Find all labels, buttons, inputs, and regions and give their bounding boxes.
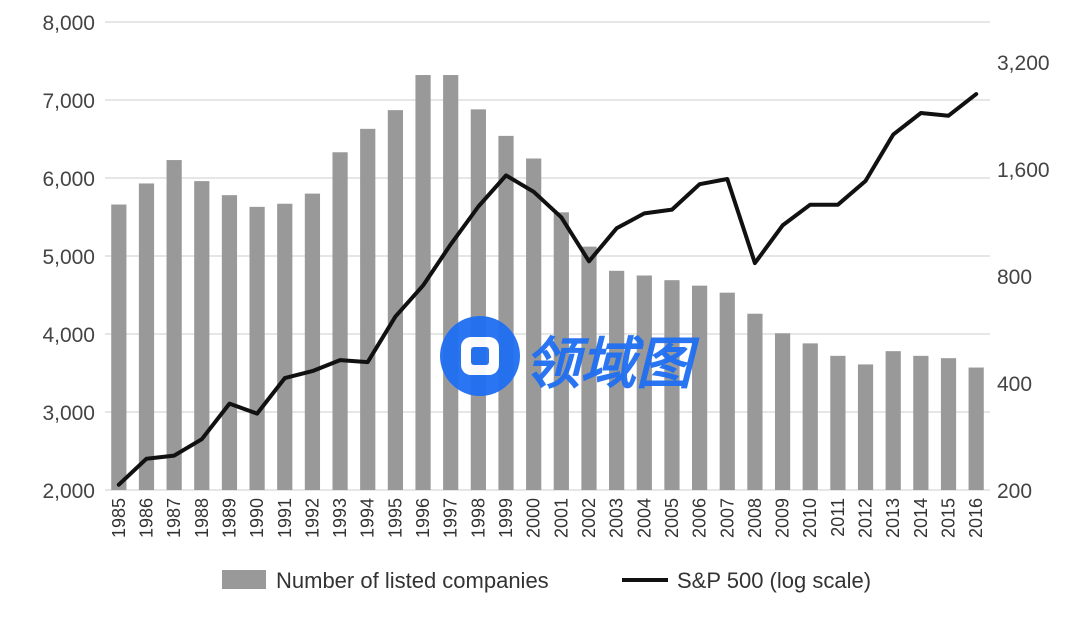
- x-tick-label: 1992: [302, 498, 322, 538]
- bar: [443, 75, 459, 490]
- bar: [138, 183, 155, 490]
- bar: [830, 355, 846, 490]
- bar: [470, 109, 486, 491]
- x-tick-label: 1985: [109, 498, 129, 538]
- y-left-tick-label: 3,000: [42, 402, 95, 425]
- bar: [636, 275, 652, 490]
- x-tick-label: 1999: [496, 498, 516, 538]
- bar: [664, 280, 680, 490]
- bar: [968, 367, 984, 490]
- sp500-line: [116, 92, 979, 487]
- x-tick-label: 1989: [219, 498, 239, 538]
- y-left-tick-label: 2,000: [42, 480, 95, 503]
- x-tick-label: 1995: [385, 498, 405, 538]
- x-tick-label: 1993: [330, 498, 350, 538]
- x-tick-label: 1997: [441, 498, 461, 538]
- y-left-tick-label: 4,000: [42, 324, 95, 347]
- legend-bar-swatch: [222, 570, 266, 589]
- bar: [194, 181, 210, 490]
- watermark-text: 领域图: [524, 332, 700, 395]
- bar: [277, 203, 293, 491]
- x-tick-label: 1990: [247, 498, 267, 538]
- x-tick-label: 2009: [773, 498, 793, 538]
- bar: [857, 364, 874, 490]
- bar: [304, 193, 321, 490]
- x-tick-label: 2014: [911, 498, 931, 538]
- x-tick-label: 2000: [524, 498, 544, 538]
- left-axis-ticks: 2,000 3,000 4,000 5,000 6,000 7,000 8,000: [42, 12, 95, 503]
- bar: [609, 270, 625, 490]
- x-tick-label: 2012: [856, 498, 876, 538]
- bar: [360, 128, 376, 491]
- y-right-tick-label: 800: [997, 266, 1032, 289]
- x-tick-label: 1988: [192, 498, 212, 538]
- legend-label-companies: Number of listed companies: [276, 568, 549, 593]
- logo-icon-core: [471, 347, 489, 365]
- x-tick-label: 2010: [800, 498, 820, 538]
- y-right-tick-label: 1,600: [997, 159, 1050, 182]
- x-tick-label: 2004: [634, 498, 654, 538]
- legend: Number of listed companies S&P 500 (log …: [222, 568, 871, 593]
- bar: [913, 355, 929, 490]
- bar: [526, 158, 542, 490]
- x-tick-label: 2003: [607, 498, 627, 538]
- bar-series: [111, 75, 984, 491]
- y-left-tick-label: 7,000: [42, 90, 95, 113]
- x-tick-label: 1991: [275, 498, 295, 538]
- bar: [774, 333, 791, 490]
- x-tick-label: 1994: [358, 498, 378, 538]
- x-tick-label: 2006: [690, 498, 710, 538]
- x-tick-label: 1987: [164, 498, 184, 538]
- y-right-tick-label: 3,200: [997, 52, 1050, 75]
- bar: [332, 152, 348, 490]
- legend-label-sp500: S&P 500 (log scale): [677, 568, 871, 593]
- y-left-tick-label: 5,000: [42, 246, 95, 269]
- x-tick-label: 1998: [468, 498, 488, 538]
- x-tick-label: 2001: [551, 498, 571, 538]
- bar: [249, 206, 265, 491]
- bar: [802, 343, 818, 490]
- bar: [719, 292, 735, 490]
- bar: [747, 313, 763, 490]
- bar: [498, 135, 514, 490]
- line-series: [116, 92, 979, 487]
- bar: [885, 351, 901, 490]
- bar: [166, 160, 182, 490]
- bar: [692, 285, 708, 490]
- bar: [553, 212, 569, 490]
- gridlines: [105, 21, 990, 491]
- watermark: 领域图: [440, 316, 700, 396]
- bar: [581, 246, 597, 490]
- x-tick-label: 2015: [939, 498, 959, 538]
- x-tick-label: 2005: [662, 498, 682, 538]
- right-axis-ticks: 200 400 800 1,600 3,200: [997, 52, 1050, 503]
- bar: [387, 110, 403, 490]
- x-tick-label: 2002: [579, 498, 599, 538]
- y-left-tick-label: 8,000: [42, 12, 95, 35]
- y-right-tick-label: 400: [997, 373, 1032, 396]
- x-tick-label: 1996: [413, 498, 433, 538]
- x-axis-ticks: 1985 1986 1987 1988 1989 1990 1991 1992 1993 1994…: [109, 498, 986, 538]
- x-tick-label: 2008: [745, 498, 765, 538]
- x-tick-label: 2007: [717, 498, 737, 538]
- y-right-tick-label: 200: [997, 480, 1032, 503]
- y-left-tick-label: 6,000: [42, 168, 95, 191]
- x-tick-label: 2011: [828, 498, 848, 537]
- bar: [111, 204, 127, 490]
- x-tick-label: 2016: [966, 498, 986, 538]
- x-tick-label: 1986: [136, 498, 156, 538]
- x-tick-label: 2013: [883, 498, 903, 538]
- bar: [221, 195, 238, 490]
- bar: [940, 358, 957, 490]
